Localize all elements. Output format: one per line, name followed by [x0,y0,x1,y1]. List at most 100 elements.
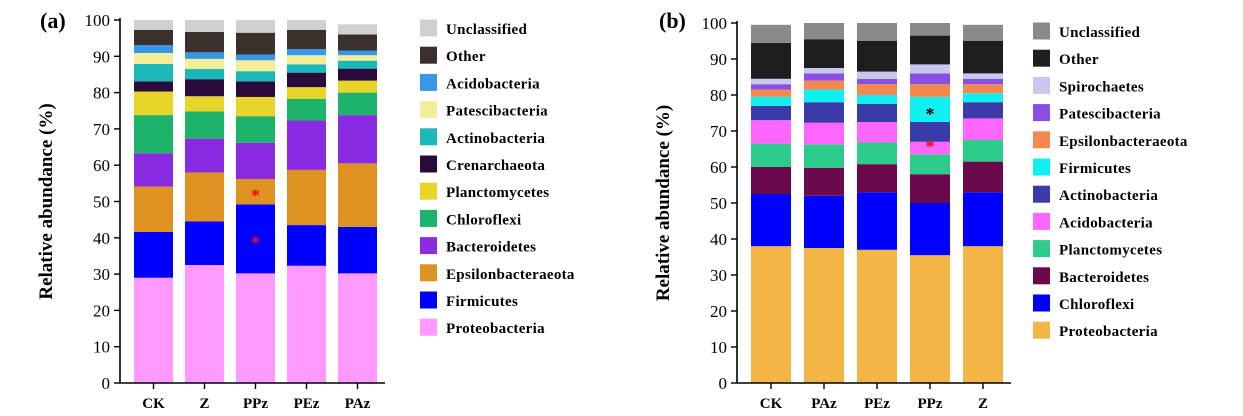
legend-swatch [420,237,437,255]
bar-segment-patescibacteria [236,60,275,72]
bar-segment-bacteroidetes [185,138,224,173]
legend-swatch [1033,49,1050,67]
bar-segment-bacteroidetes [857,164,897,193]
y-tick-label: 70 [710,122,727,141]
y-tick-label: 0 [719,374,728,393]
bar-segment-acidobacteria [338,50,377,56]
bar-segment-unclassified [857,23,897,41]
bar-segment-chloroflexi [236,116,275,143]
bar-segment-bacteroidetes [804,167,844,196]
bar-segment-acidobacteria [751,120,791,144]
bar-segment-spirochaetes [804,68,844,74]
bar-segment-chloroflexi [185,111,224,139]
bar-segment-bacteroidetes [963,161,1003,193]
bar-segment-unclassified [338,24,377,35]
bar-stack-CK [134,20,173,383]
bar-segment-bacteroidetes [236,142,275,179]
legend-swatch [420,101,437,119]
bar-segment-acidobacteria [963,118,1003,140]
legend-label: Firmicutes [446,294,518,310]
legend-swatch [1033,212,1050,230]
x-tick-label: PAz [345,396,371,412]
bar-segment-bacteroidetes [287,120,326,170]
y-tick-label: 40 [93,229,110,248]
x-tick-label: PAz [811,396,837,412]
y-tick-label: 60 [710,158,727,177]
legend-swatch [1033,294,1050,312]
bar-segment-proteobacteria [963,246,1003,383]
bar-segment-other [910,35,950,65]
legend-swatch [1033,267,1050,285]
legend-label: Patescibacteria [446,104,548,120]
bar-stack-Z [963,24,1003,383]
bar-segment-proteobacteria [185,265,224,383]
bar-segment-acidobacteria [134,45,173,54]
bar-segment-other [134,29,173,46]
bar-segment-unclassified [287,20,326,30]
y-tick-label: 60 [93,156,110,175]
bar-segment-crenarchaeota [287,72,326,88]
chart-panel-a: (a) Relative abundance (%) 0 10 20 30 40 50 60 70… [36,8,575,412]
bar-segment-planctomycetes [134,91,173,116]
bar-segment-acidobacteria [287,49,326,56]
y-tick-label: 100 [85,11,111,30]
bar-segment-crenarchaeota [236,81,275,97]
bar-segment-patescibacteria [963,78,1003,85]
bar-segment-firmicutes [963,93,1003,103]
bar-segment-planctomycetes [338,80,377,93]
legend-label: Other [446,49,486,65]
bar-segment-proteobacteria [338,273,377,383]
y-tick-label: 40 [710,230,727,249]
bar-segment-unclassified [751,24,791,43]
bar-segment-actinobacteria [236,71,275,82]
bar-segment-spirochaetes [910,64,950,74]
bar-stack-CK [751,24,791,383]
bar-segment-patescibacteria [857,78,897,85]
bar-segment-crenarchaeota [185,79,224,97]
x-tick-label: PEz [864,396,890,412]
legend-swatch [1033,76,1050,94]
legend-swatch [420,46,437,64]
bar-segment-proteobacteria [804,248,844,383]
bar-segment-actinobacteria [185,69,224,80]
bar-segment-unclassified [134,20,173,30]
bar-segment-spirochaetes [751,78,791,85]
x-tick-label: Z [199,396,209,412]
bar-segment-epsilonbacteraeota [963,84,1003,94]
bar-segment-other [751,42,791,79]
bar-segment-actinobacteria [804,102,844,123]
bar-segment-actinobacteria [751,105,791,121]
legend-label: Epsilonbacteraeota [446,267,575,283]
legend-swatch [420,264,437,282]
legend: Unclassified Other Spirochaetes Patescibact… [1033,22,1188,340]
y-tick-label: 10 [93,338,110,357]
bar-segment-actinobacteria [338,60,377,69]
bar-segment-other [185,31,224,53]
bar-stack-PPz [910,23,950,383]
bar-segment-planctomycetes [910,154,950,175]
bar-segment-unclassified [236,20,275,33]
bar-segment-planctomycetes [287,87,326,99]
y-tick-label: 90 [93,47,110,66]
legend-label: Unclassified [446,22,527,38]
legend: Unclassified Other Acidobacteria Patescibac… [420,19,575,337]
legend-label: Proteobacteria [446,321,545,337]
bar-segment-chloroflexi [134,115,173,154]
legend-label: Bacteroidetes [1059,270,1149,286]
legend-swatch [420,128,437,146]
bar-segment-unclassified [963,24,1003,41]
y-axis-label: Relative abundance (%) [653,105,674,301]
legend-label: Patescibacteria [1059,107,1161,123]
bar-segment-firmicutes [338,226,377,274]
bar-segment-actinobacteria [857,104,897,122]
legend-label: Bacteroidetes [446,240,536,256]
x-tick-label: CK [760,396,783,412]
bar-segment-actinobacteria [134,63,173,82]
bar-segment-patescibacteria [804,73,844,81]
bar-segment-bacteroidetes [910,174,950,203]
bar-segment-spirochaetes [857,71,897,79]
bar-stack-PEz [857,23,897,383]
significance-star: * [926,137,935,157]
bar-stack-PAz [804,23,844,383]
chart-panel-b: (b) Relative abundance (%) 0 10 20 30 40 50 60 70… [653,8,1188,412]
